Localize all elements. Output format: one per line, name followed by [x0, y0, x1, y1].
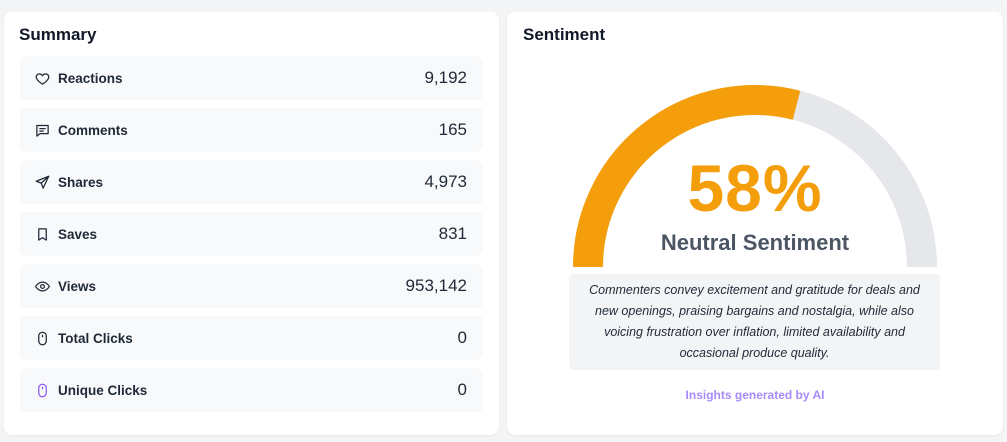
summary-row-value: 165	[438, 120, 467, 139]
summary-row-label: Shares	[58, 174, 104, 190]
eye-icon	[34, 278, 50, 294]
summary-row-value: 0	[457, 380, 467, 399]
send-icon	[34, 174, 50, 190]
sentiment-panel: Sentiment 58% Neutral Sentiment Commente…	[507, 12, 1003, 435]
ai-insights-note: Insights generated by AI	[685, 388, 825, 402]
sentiment-label: Neutral Sentiment	[660, 230, 850, 255]
sentiment-percent: 58%	[687, 151, 823, 225]
summary-row-shares: Shares 4,973	[20, 160, 483, 204]
summary-row-value: 4,973	[424, 172, 467, 191]
summary-row-label: Total Clicks	[58, 330, 133, 346]
comment-icon	[34, 122, 50, 138]
mouse-icon	[34, 330, 50, 346]
summary-row-value: 831	[438, 224, 467, 243]
sentiment-title: Sentiment	[523, 25, 606, 44]
summary-row-value: 0	[457, 328, 467, 347]
summary-panel: Summary Reactions 9,192 Comments 165 Sha…	[4, 12, 499, 435]
sentiment-description: Commenters convey excitement and gratitu…	[589, 283, 920, 360]
mouse-icon	[34, 382, 50, 398]
summary-row-saves: Saves 831	[20, 212, 483, 256]
summary-row-unique-clicks: Unique Clicks 0	[20, 368, 483, 412]
summary-row-label: Comments	[58, 122, 128, 138]
summary-row-value: 9,192	[424, 68, 467, 87]
summary-row-comments: Comments 165	[20, 108, 483, 152]
summary-row-label: Unique Clicks	[58, 382, 148, 398]
sentiment-summary-box: Commenters convey excitement and gratitu…	[569, 274, 940, 370]
summary-row-label: Saves	[58, 226, 98, 242]
summary-row-reactions: Reactions 9,192	[20, 56, 483, 100]
summary-row-views: Views 953,142	[20, 264, 483, 308]
heart-icon	[34, 70, 50, 86]
summary-row-total-clicks: Total Clicks 0	[20, 316, 483, 360]
gauge-fill	[573, 85, 801, 268]
summary-row-label: Reactions	[58, 70, 123, 86]
summary-row-label: Views	[58, 278, 97, 294]
sentiment-gauge	[565, 72, 945, 282]
summary-title: Summary	[19, 25, 97, 44]
bookmark-icon	[34, 226, 50, 242]
summary-row-value: 953,142	[405, 276, 467, 295]
